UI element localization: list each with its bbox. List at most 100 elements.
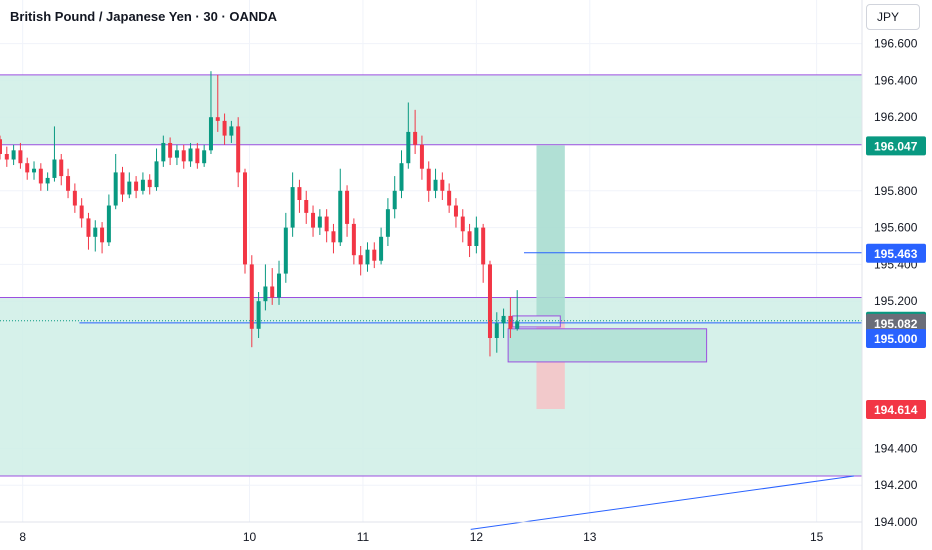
candle-body <box>100 227 105 243</box>
price-axis-background[interactable] <box>863 0 932 550</box>
price-tick-label: 195.800 <box>874 184 918 198</box>
candle-body <box>508 315 513 329</box>
candle-body <box>494 323 499 338</box>
time-tick-label: 11 <box>357 530 370 544</box>
price-badge-label: 195.000 <box>874 332 918 346</box>
price-badge-label: 195.463 <box>874 247 918 261</box>
horizontal-level-lines[interactable] <box>79 252 862 530</box>
candle-body <box>120 172 125 195</box>
candle-body <box>222 120 227 136</box>
candle-body <box>460 216 465 232</box>
candle-body <box>426 168 431 191</box>
currency-button[interactable]: JPY <box>866 4 920 30</box>
price-tick-label: 196.200 <box>874 110 918 124</box>
candle-body <box>113 172 118 206</box>
candle-body <box>419 144 424 169</box>
candle-body <box>290 187 295 228</box>
candle-body <box>270 286 275 298</box>
candle-body <box>181 150 186 162</box>
price-tick-label: 194.200 <box>874 478 918 492</box>
candle-body <box>195 148 200 164</box>
candle-body <box>86 218 91 237</box>
candle-body <box>453 205 458 217</box>
candle-body <box>474 227 479 246</box>
candle-body <box>277 273 282 298</box>
candle-body <box>413 131 418 145</box>
candle-body <box>304 200 309 213</box>
time-tick-label: 13 <box>583 530 597 544</box>
price-axis-badges: 196.047195.463195.09421:10195.082195.000… <box>866 136 926 420</box>
candle-body <box>168 142 173 158</box>
candle-body <box>365 249 370 265</box>
candle-body <box>215 117 220 121</box>
chart-title: British Pound / Japanese Yen · 30 · OAND… <box>10 9 278 24</box>
candle-body <box>242 172 247 265</box>
price-badge <box>866 400 926 420</box>
candle-body <box>229 126 234 136</box>
time-tick-label: 8 <box>19 530 26 544</box>
candle-body <box>202 150 207 164</box>
candle-body <box>399 163 404 191</box>
candle-body <box>18 150 23 164</box>
price-badge <box>866 136 926 156</box>
price-tick-label: 196.400 <box>874 73 918 87</box>
candle-body <box>385 209 390 237</box>
candle-body <box>372 249 377 261</box>
candle-body <box>331 231 336 243</box>
candle-body <box>59 159 64 177</box>
price-tick-label: 196.600 <box>874 37 918 51</box>
position-boxes[interactable] <box>507 145 708 410</box>
candle-body <box>338 190 343 243</box>
candle-body <box>147 179 152 188</box>
candle-body <box>324 216 329 232</box>
time-axis-ticks: 8 10 11 12 13 15 <box>19 530 823 544</box>
price-badge-label: 195.082 <box>874 317 918 331</box>
candle-body <box>433 179 438 191</box>
candle-body <box>297 187 302 200</box>
candle-body <box>11 150 16 160</box>
candle-body <box>188 148 193 162</box>
candle-body <box>4 154 9 160</box>
price-badge <box>866 313 926 333</box>
candle-body <box>25 163 30 173</box>
candle-body <box>140 179 145 191</box>
candle-body <box>236 126 241 173</box>
price-tick-label: 194.400 <box>874 441 918 455</box>
price-tick-label: 195.200 <box>874 294 918 308</box>
trend-line <box>470 475 855 530</box>
candle-body <box>351 223 356 256</box>
price-badge <box>866 243 926 263</box>
candle-body <box>79 205 84 219</box>
candle-body <box>38 168 43 184</box>
candle-body <box>127 181 132 195</box>
zone-fill <box>0 297 862 476</box>
candle-body <box>515 321 520 329</box>
marked-range-box <box>512 315 561 328</box>
price-badge-label: 194.614 <box>874 403 918 417</box>
candle-body <box>406 131 411 164</box>
zone-fill <box>0 74 862 145</box>
candle-body <box>93 227 98 237</box>
price-tick-label: 195.600 <box>874 221 918 235</box>
candle-body <box>174 150 179 158</box>
candle-body <box>263 286 268 302</box>
price-tick-label: 194.000 <box>874 515 918 529</box>
time-tick-label: 15 <box>810 530 824 544</box>
candle-body <box>481 227 486 265</box>
price-badge <box>866 329 926 348</box>
support-resistance-zones[interactable] <box>0 74 862 477</box>
target-box <box>536 145 565 321</box>
candle-body <box>440 179 445 191</box>
candle-body <box>66 176 71 191</box>
candle-body <box>358 255 363 265</box>
candle-body <box>208 117 213 151</box>
candle-body <box>161 142 166 162</box>
candle-body <box>379 236 384 261</box>
candle-body <box>487 264 492 338</box>
candle-body <box>392 190 397 210</box>
candle-body <box>249 264 254 329</box>
candle-body <box>467 231 472 246</box>
candle-body <box>134 181 139 191</box>
candle-body <box>32 168 37 173</box>
